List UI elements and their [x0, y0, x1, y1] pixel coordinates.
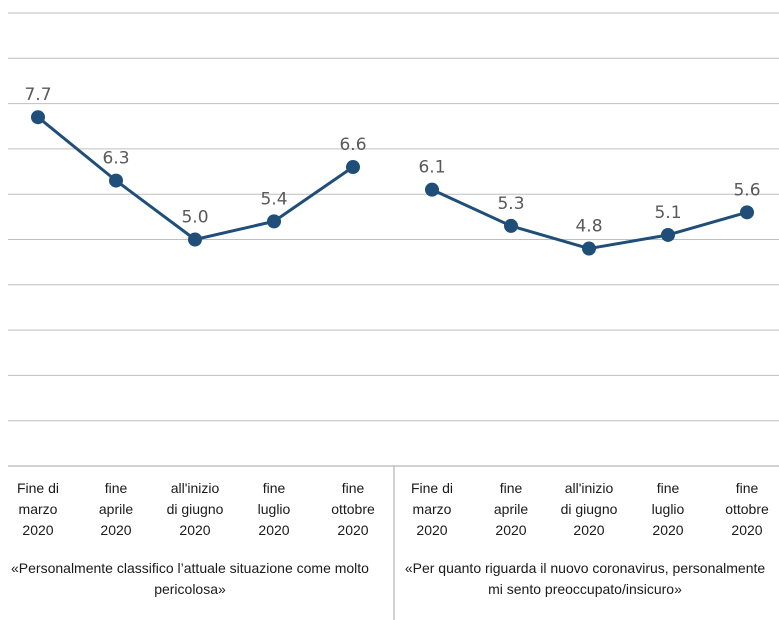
category-label: all'inizio di giugno 2020	[560, 480, 618, 538]
data-label: 5.6	[733, 180, 760, 200]
category-label: fine aprile 2020	[493, 480, 529, 538]
data-labels: 7.7 6.3 5.0 5.4 6.6 6.1 5.3 4.8 5.1 5.6	[24, 85, 760, 236]
data-points	[31, 110, 754, 256]
data-label: 6.3	[102, 149, 129, 169]
data-point	[425, 182, 439, 197]
data-label: 5.1	[654, 203, 681, 223]
data-point	[109, 173, 123, 188]
right-panel-caption: «Per quanto riguarda il nuovo coronaviru…	[404, 560, 766, 597]
category-label: fine luglio 2020	[651, 480, 685, 538]
data-label: 5.0	[181, 208, 208, 228]
category-label: fine ottobre 2020	[725, 480, 769, 538]
data-point	[740, 205, 754, 220]
data-label: 5.3	[497, 194, 524, 214]
category-label: fine luglio 2020	[257, 480, 291, 538]
data-label: 6.1	[418, 158, 445, 178]
category-axis	[8, 465, 779, 620]
category-label: all'inizio di giugno 2020	[166, 480, 224, 538]
data-point	[346, 160, 360, 175]
data-label: 5.4	[260, 189, 287, 209]
left-panel-caption: «Personalmente classifico l’attuale situ…	[11, 560, 369, 597]
data-point	[504, 218, 518, 233]
data-point	[31, 110, 45, 125]
data-point	[188, 232, 202, 247]
data-point	[661, 227, 675, 242]
category-label: fine aprile 2020	[98, 480, 134, 538]
category-label: fine ottobre 2020	[331, 480, 375, 538]
data-point	[267, 214, 281, 229]
data-point	[582, 241, 596, 256]
category-label: Fine di marzo 2020	[16, 480, 60, 538]
data-label: 4.8	[575, 217, 602, 237]
category-label: Fine di marzo 2020	[410, 480, 454, 538]
series-lines	[37, 116, 748, 251]
data-label: 7.7	[24, 85, 51, 105]
data-label: 6.6	[339, 135, 366, 155]
